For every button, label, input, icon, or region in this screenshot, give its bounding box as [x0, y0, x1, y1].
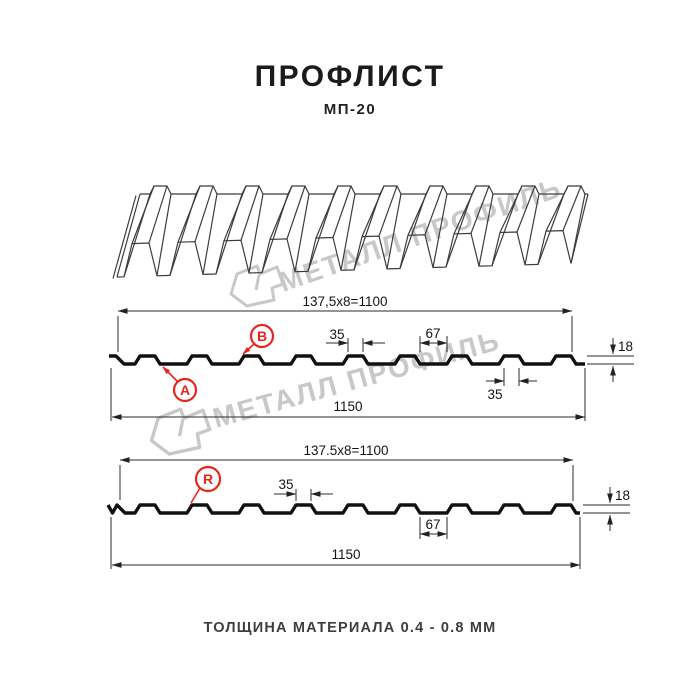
- label-r: R: [203, 471, 213, 487]
- dim-module-width: 137,5x8=1100: [303, 294, 388, 309]
- profile-bottom-drawing: 137.5x8=1100 1150 35 67 18 R: [106, 443, 630, 569]
- profile-bottom-dimension-lines: [110, 457, 630, 569]
- sheet-rib-line: [562, 185, 582, 231]
- sheet-rib-line: [340, 193, 356, 271]
- label-b-circle: [249, 323, 275, 349]
- dim-module-width: 137.5x8=1100: [304, 443, 389, 458]
- dim-overall-width: 1150: [333, 399, 362, 414]
- sheet-rib-line: [177, 185, 201, 243]
- label-b: B: [257, 328, 267, 344]
- sheet-rib-line: [424, 185, 444, 236]
- page-title: ПРОФЛИСТ: [254, 60, 446, 93]
- dim-rib-top-width: 35: [329, 327, 344, 342]
- profile-top-drawing: 137,5x8=1100 1150 35 67 18 35 A B: [109, 294, 634, 421]
- label-a: A: [180, 382, 190, 398]
- sheet-rib-line: [545, 185, 569, 232]
- sheet-rib-line: [537, 193, 565, 265]
- sheet-rib-line: [445, 193, 473, 268]
- sheet-right-edge: [570, 193, 589, 264]
- dim-overall-width: 1150: [331, 547, 360, 562]
- sheet-rib-line: [399, 193, 427, 269]
- sheet-3d-drawing: [112, 185, 589, 279]
- dim-rib-bottom-width: 35: [487, 387, 502, 402]
- sheet-left-cut-edge: [112, 195, 137, 279]
- dim-height: 18: [618, 339, 633, 354]
- dim-height: 18: [615, 488, 630, 503]
- sheet-rib-line: [516, 185, 536, 233]
- profile-bottom-dimension-texts: 137.5x8=1100 1150 35 67 18: [278, 443, 630, 562]
- sheet-rib-line: [378, 185, 398, 237]
- sheet-rib-line: [478, 193, 494, 267]
- sheet-rib-line: [524, 193, 540, 265]
- sheet-left-cut-edge: [116, 193, 141, 278]
- sheet-rib-line: [240, 185, 260, 241]
- sheet-rib-line: [407, 185, 431, 236]
- sheet-rib-line: [386, 193, 402, 270]
- dim-valley-width: 67: [425, 326, 440, 341]
- sheet-rib-line: [248, 193, 264, 274]
- sheet-rib-line: [315, 185, 339, 239]
- profile-top-dimension-lines: [110, 308, 634, 421]
- sheet-back-edge: [140, 185, 588, 195]
- sheet-rib-line: [453, 185, 477, 235]
- sheet-rib-line: [491, 193, 519, 267]
- profile-bottom-face-labels: R: [190, 465, 222, 504]
- profile-bottom-outline: [106, 503, 580, 515]
- sheet-rib-line: [286, 185, 306, 240]
- sheet-rib-line: [223, 185, 247, 242]
- sheet-rib-line: [432, 193, 448, 268]
- profile-top-outline: [109, 354, 585, 366]
- metall-profil-logo-icon: [149, 407, 212, 456]
- sheet-rib-line: [156, 193, 172, 276]
- sheet-rib-line: [131, 185, 155, 244]
- sheet-rib-line: [361, 185, 385, 237]
- profile-top-face-labels: A B: [162, 323, 275, 403]
- sheet-rib-line: [294, 193, 310, 272]
- sheet-rib-line: [470, 185, 490, 234]
- label-a-circle: [172, 377, 198, 403]
- sheet-rib-line: [499, 185, 523, 233]
- material-thickness-note: ТОЛЩИНА МАТЕРИАЛА 0.4 - 0.8 ММ: [203, 620, 497, 636]
- metall-profil-logo-icon: [229, 264, 285, 308]
- dim-valley-width: 67: [425, 517, 440, 532]
- watermark-lower: МЕТАЛЛ ПРОФИЛЬ: [149, 325, 504, 456]
- profile-top-dimension-texts: 137,5x8=1100 1150 35 67 18 35: [303, 294, 634, 414]
- dim-rib-top-width: 35: [278, 477, 293, 492]
- label-r-circle: [194, 465, 222, 493]
- sheet-rib-line: [269, 185, 293, 240]
- sheet-rib-line: [194, 185, 214, 242]
- sheet-rib-line: [332, 185, 352, 238]
- page-subtitle: МП-20: [323, 101, 377, 118]
- sheet-rib-line: [202, 193, 218, 275]
- sheet-rib-line: [148, 185, 168, 244]
